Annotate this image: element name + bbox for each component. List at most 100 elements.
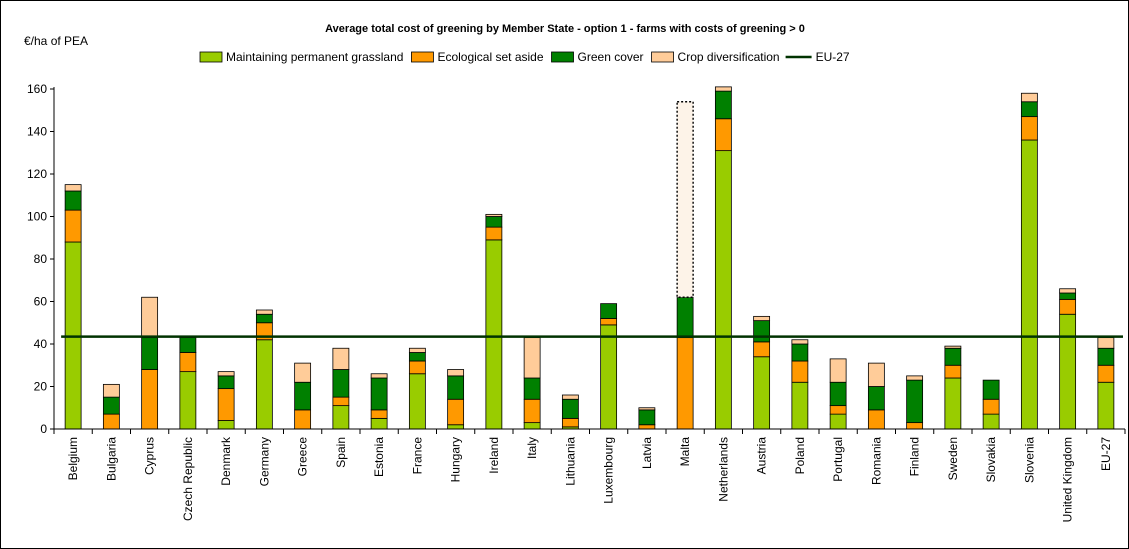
bar-segment xyxy=(1020,92,1038,103)
legend-label: Crop diversification xyxy=(678,50,780,64)
bar-segment xyxy=(753,356,771,430)
y-tick-label: 40 xyxy=(34,337,48,351)
x-tick-label: Cyprus xyxy=(143,437,157,475)
x-tick-label: Bulgaria xyxy=(104,437,118,481)
x-tick-label: Ireland xyxy=(487,437,501,474)
bar-segment xyxy=(676,296,694,339)
bar-segment xyxy=(370,409,388,419)
bar-segment xyxy=(1059,292,1077,300)
bar-segment xyxy=(370,417,388,430)
x-tick-label: Hungary xyxy=(449,437,463,482)
bar-segment xyxy=(561,417,579,428)
bar-segment xyxy=(485,216,503,228)
bar-segment xyxy=(332,396,350,407)
x-axis: Belgium Bulgaria Cyprus Czech Republic Denma… xyxy=(53,428,1126,522)
y-tick-label: 100 xyxy=(27,210,47,224)
bar-segment xyxy=(600,324,618,430)
x-tick-label: Austria xyxy=(755,437,769,475)
bar-segment xyxy=(294,362,312,383)
y-tick-label: 160 xyxy=(27,82,47,96)
bar-segment xyxy=(829,381,847,407)
bar-segment xyxy=(638,409,656,426)
bar-segment xyxy=(523,337,541,379)
y-tick-label: 120 xyxy=(27,167,47,181)
bar-segment xyxy=(714,150,732,430)
bar-segment xyxy=(370,373,388,379)
bar-segment xyxy=(561,398,579,419)
bar-segment xyxy=(64,209,82,243)
bar-segment xyxy=(447,369,465,377)
x-tick-label: EU-27 xyxy=(1099,437,1113,471)
bar-segment xyxy=(447,424,465,430)
x-tick-label: Malta xyxy=(678,437,692,467)
bar-segment xyxy=(1059,313,1077,430)
bar-segment xyxy=(638,424,656,430)
y-axis-label: €/ha of PEA xyxy=(24,34,88,48)
bar-segment xyxy=(829,413,847,430)
x-tick-label: Poland xyxy=(793,437,807,474)
bar-segment xyxy=(408,373,426,430)
x-tick-label: Estonia xyxy=(372,437,386,477)
bar-segment xyxy=(255,309,273,315)
legend-label: Green cover xyxy=(578,50,644,64)
legend-label: EU-27 xyxy=(816,50,850,64)
bar-segment xyxy=(944,347,962,366)
x-tick-label: Netherlands xyxy=(716,437,730,502)
bar-segment xyxy=(217,388,235,421)
bar-segment xyxy=(217,375,235,390)
x-tick-label: Romania xyxy=(869,437,883,485)
x-tick-label: France xyxy=(410,437,424,475)
bar-segment xyxy=(1097,381,1115,430)
bar-segment xyxy=(255,313,273,324)
bar-segment xyxy=(1020,101,1038,118)
bars xyxy=(64,86,1115,430)
bar-segment xyxy=(791,360,809,383)
bar-segment xyxy=(791,343,809,362)
bar-segment xyxy=(408,360,426,375)
x-tick-label: Greece xyxy=(296,437,310,477)
bar-segment xyxy=(1059,288,1077,294)
bar-segment xyxy=(1059,298,1077,315)
bar-segment xyxy=(294,381,312,411)
bar-segment xyxy=(867,409,885,430)
x-tick-label: Spain xyxy=(334,437,348,468)
x-tick-label: Latvia xyxy=(640,437,654,469)
legend-label: Ecological set aside xyxy=(437,50,543,64)
bar-segment xyxy=(332,405,350,430)
bar-segment xyxy=(906,375,924,381)
bar-segment xyxy=(982,413,1000,430)
malta-dotted-bar xyxy=(676,101,694,298)
y-tick-label: 20 xyxy=(34,380,48,394)
bar-segment xyxy=(217,371,235,377)
x-tick-label: Luxembourg xyxy=(602,437,616,504)
x-tick-label: Portugal xyxy=(831,437,845,482)
x-tick-label: Finland xyxy=(908,437,922,476)
bar-segment xyxy=(944,345,962,349)
bar-segment xyxy=(1097,337,1115,349)
bar-segment xyxy=(408,352,426,362)
legend-swatch xyxy=(551,51,574,63)
bar-segment xyxy=(102,413,120,430)
bar-segment xyxy=(294,409,312,430)
bar-segment xyxy=(141,296,159,339)
bar-segment xyxy=(714,118,732,152)
bar-segment xyxy=(332,347,350,370)
bar-segment xyxy=(561,394,579,400)
bar-segment xyxy=(753,341,771,358)
bar-segment xyxy=(523,422,541,430)
bar-segment xyxy=(485,213,503,217)
bar-segment xyxy=(523,377,541,400)
x-tick-label: Denmark xyxy=(219,436,233,486)
bar-segment xyxy=(638,407,656,411)
bar-segment xyxy=(867,362,885,387)
bar-segment xyxy=(753,315,771,322)
x-tick-label: Slovenia xyxy=(1022,437,1036,483)
y-tick-label: 140 xyxy=(27,125,47,139)
legend-label: Maintaining permanent grassland xyxy=(226,50,403,64)
bar-segment xyxy=(485,226,503,241)
bar-segment xyxy=(1097,364,1115,383)
bar-segment xyxy=(447,398,465,426)
bar-segment xyxy=(867,386,885,411)
bar-segment xyxy=(906,422,924,430)
